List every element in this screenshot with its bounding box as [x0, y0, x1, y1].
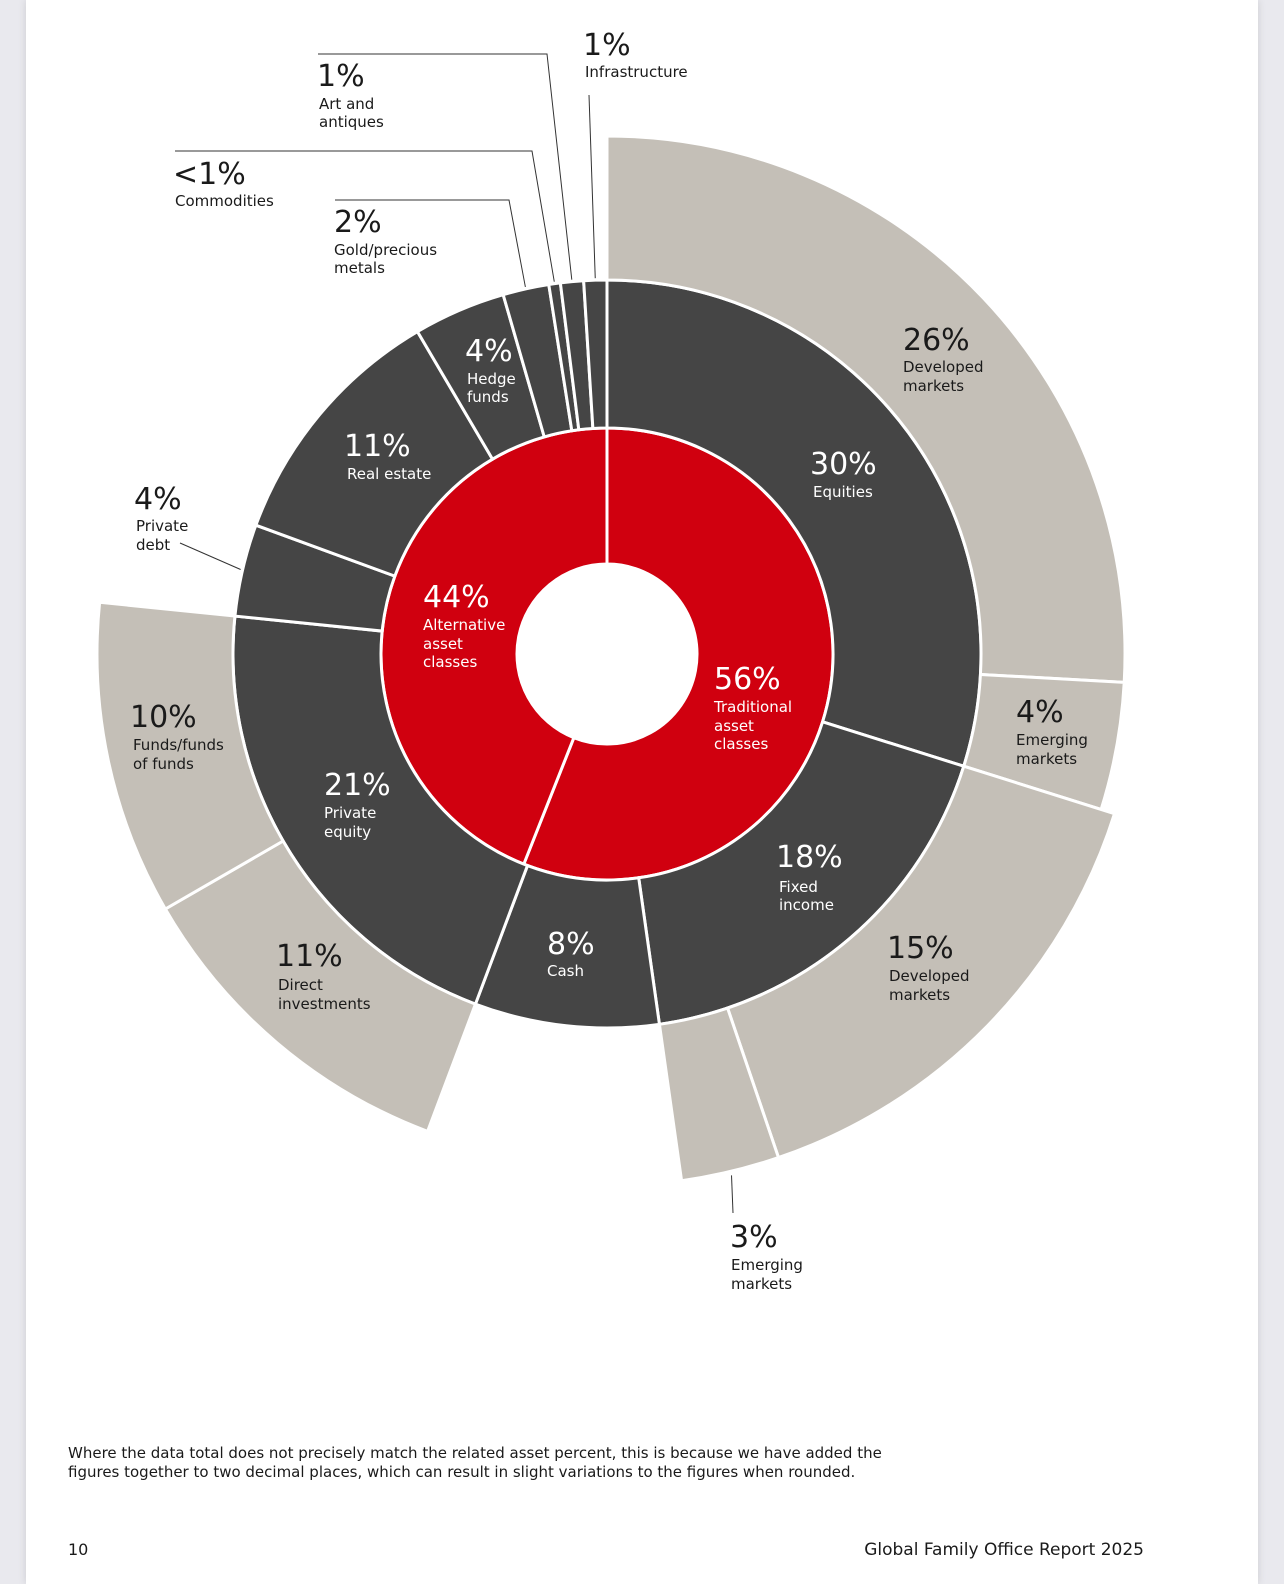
fi-emerging-pct-label: 3%	[730, 1220, 778, 1255]
private-debt-label-line2: debt	[136, 536, 170, 554]
private-equity-pct-label: 21%	[324, 768, 391, 803]
traditional-label-line2: asset	[714, 717, 754, 735]
eq-emerging-label-line2: markets	[1016, 750, 1077, 768]
cash-label: Cash	[547, 962, 584, 980]
equities-label: Equities	[813, 483, 873, 501]
real-estate-label: Real estate	[347, 465, 431, 483]
fi-emerging-label-line1: Emerging	[731, 1256, 803, 1274]
outer-arc-equities-developed-markets	[605, 134, 1127, 684]
leader-line-debt	[179, 542, 241, 570]
art-label-line1: Art and	[319, 95, 374, 113]
eq-developed-label-line2: markets	[903, 377, 964, 395]
leader-line-infra	[588, 94, 596, 279]
leader-lines	[175, 53, 734, 1214]
fixed-income-label-line2: income	[779, 896, 834, 914]
pe-funds-pct-label: 10%	[130, 700, 197, 735]
commodities-label: Commodities	[175, 192, 274, 210]
pe-funds-label-line2: of funds	[133, 755, 194, 773]
chart-arcs	[95, 134, 1127, 1183]
private-debt-label-line1: Private	[136, 517, 188, 535]
pe-direct-label-line1: Direct	[278, 976, 323, 994]
middle-arc-infra	[582, 278, 609, 430]
pe-funds-label-line1: Funds/funds	[133, 736, 224, 754]
gold-pct-label: 2%	[334, 205, 382, 240]
fi-developed-label-line1: Developed	[889, 967, 970, 985]
real-estate-pct-label: 11%	[344, 429, 411, 464]
alternative-label-line1: Alternative	[423, 616, 505, 634]
traditional-pct-label: 56%	[714, 662, 781, 697]
private-equity-label-line1: Private	[324, 804, 376, 822]
infrastructure-pct-label: 1%	[583, 28, 631, 63]
gold-label-line1: Gold/precious	[334, 241, 437, 259]
leader-line-fixed-emerging	[731, 1175, 734, 1214]
leader-line-comm	[175, 150, 555, 282]
hedge-funds-label-line2: funds	[467, 388, 509, 406]
traditional-label-line1: Traditional	[713, 698, 792, 716]
art-label-line2: antiques	[319, 113, 384, 131]
outer-arc-fixed-emerging-markets	[657, 1006, 780, 1183]
alternative-pct-label: 44%	[423, 580, 490, 615]
pe-direct-pct-label: 11%	[276, 939, 343, 974]
leader-line-art	[318, 53, 573, 280]
report-title: Global Family Office Report 2025	[864, 1540, 1144, 1560]
alternative-label-line3: classes	[423, 653, 477, 671]
eq-developed-label-line1: Developed	[903, 358, 984, 376]
page-number: 10	[68, 1540, 89, 1559]
private-equity-label-line2: equity	[324, 823, 371, 841]
fi-developed-label-line2: markets	[889, 986, 950, 1004]
fixed-income-pct-label: 18%	[776, 840, 843, 875]
cash-pct-label: 8%	[547, 927, 595, 962]
chart-labels: 56% Traditional asset classes 44% Altern…	[130, 28, 1088, 1293]
pe-direct-label-line2: investments	[278, 995, 371, 1013]
private-debt-pct-label: 4%	[134, 482, 182, 517]
fi-emerging-label-line2: markets	[731, 1275, 792, 1293]
fi-developed-pct-label: 15%	[887, 931, 954, 966]
outer-arc-pe-funds-funds-of-funds	[95, 600, 285, 911]
hedge-funds-label-line1: Hedge	[467, 370, 516, 388]
eq-emerging-label-line1: Emerging	[1016, 731, 1088, 749]
leader-line-gold	[335, 199, 526, 288]
infrastructure-label: Infrastructure	[585, 63, 688, 81]
eq-emerging-pct-label: 4%	[1016, 695, 1064, 730]
footnote: Where the data total does not precisely …	[68, 1444, 882, 1481]
hedge-funds-pct-label: 4%	[465, 334, 513, 369]
art-pct-label: 1%	[317, 59, 365, 94]
equities-pct-label: 30%	[810, 447, 877, 482]
fixed-income-label-line1: Fixed	[779, 878, 818, 896]
commodities-pct-label: <1%	[173, 157, 246, 192]
eq-developed-pct-label: 26%	[903, 323, 970, 358]
traditional-label-line3: classes	[714, 735, 768, 753]
gold-label-line2: metals	[334, 259, 385, 277]
alternative-label-line2: asset	[423, 635, 463, 653]
